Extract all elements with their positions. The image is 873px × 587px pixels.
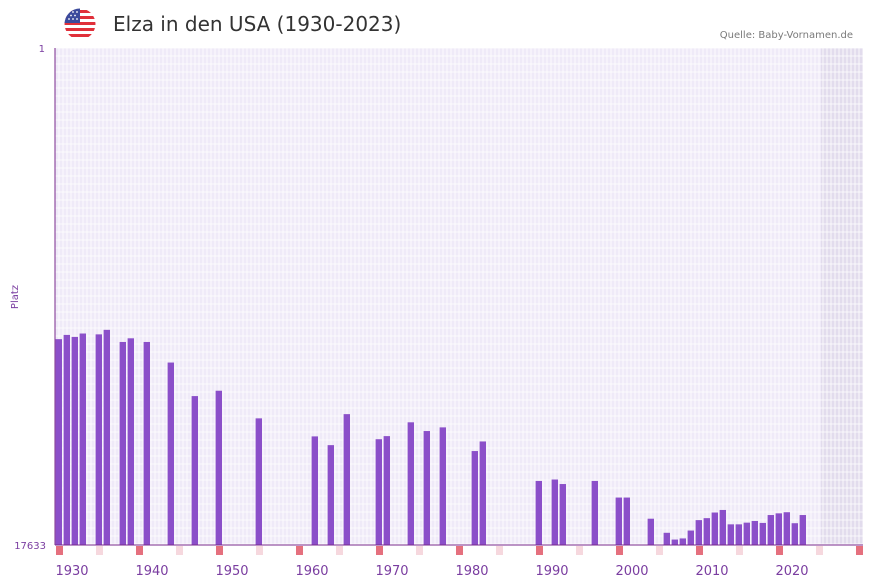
bar-1998 bbox=[615, 497, 622, 545]
bar-2007 bbox=[687, 530, 694, 545]
bar-1928 bbox=[55, 339, 62, 545]
x-tick-label: 1980 bbox=[455, 564, 488, 579]
minor-marker-1983 bbox=[496, 546, 503, 555]
bar-1948 bbox=[215, 390, 222, 545]
bar-1988 bbox=[535, 480, 542, 545]
x-tick-label: 1990 bbox=[535, 564, 568, 579]
y-axis-label: Platz bbox=[10, 285, 21, 309]
decade-marker-2018 bbox=[776, 546, 783, 555]
minor-marker-1953 bbox=[256, 546, 263, 555]
bar-2011 bbox=[719, 509, 726, 545]
decade-marker-1938 bbox=[136, 546, 143, 555]
bar-1929 bbox=[63, 334, 70, 545]
minor-marker-1943 bbox=[176, 546, 183, 555]
bar-2006 bbox=[679, 538, 686, 545]
bar-1934 bbox=[103, 329, 110, 545]
bar-1953 bbox=[255, 418, 262, 545]
decade-marker-1968 bbox=[376, 546, 383, 555]
minor-marker-2023 bbox=[816, 546, 823, 555]
bar-2005 bbox=[671, 539, 678, 545]
bar-1976 bbox=[439, 427, 446, 545]
bar-1972 bbox=[407, 422, 414, 545]
bar-1930 bbox=[71, 336, 78, 545]
x-tick-label: 1970 bbox=[375, 564, 408, 579]
bar-1945 bbox=[191, 396, 198, 545]
x-tick-label: 1940 bbox=[135, 564, 168, 579]
x-tick-label: 2020 bbox=[775, 564, 808, 579]
bar-2019 bbox=[783, 512, 790, 545]
bar-1974 bbox=[423, 431, 430, 545]
bar-2018 bbox=[775, 513, 782, 545]
bar-1942 bbox=[167, 362, 174, 545]
y-tick-label-bottom: 17633 bbox=[14, 541, 46, 552]
x-tick-label: 2010 bbox=[695, 564, 728, 579]
bar-2008 bbox=[695, 520, 702, 545]
bar-2015 bbox=[751, 520, 758, 545]
bar-2002 bbox=[647, 518, 654, 545]
bar-2016 bbox=[759, 522, 766, 545]
minor-marker-1973 bbox=[416, 546, 423, 555]
bar-1937 bbox=[127, 338, 134, 545]
decade-marker-1958 bbox=[296, 546, 303, 555]
bar-1968 bbox=[375, 439, 382, 545]
source-credit: Quelle: Baby-Vornamen.de bbox=[719, 30, 853, 41]
bar-1990 bbox=[551, 479, 558, 545]
bar-2012 bbox=[727, 524, 734, 545]
decade-marker-1948 bbox=[216, 546, 223, 555]
bar-1964 bbox=[343, 414, 350, 545]
minor-marker-2013 bbox=[736, 546, 743, 555]
decade-marker-1978 bbox=[456, 546, 463, 555]
bar-1999 bbox=[623, 497, 630, 545]
decade-marker-1998 bbox=[616, 546, 623, 555]
minor-marker-1963 bbox=[336, 546, 343, 555]
bar-1936 bbox=[119, 341, 126, 545]
bar-1960 bbox=[311, 436, 318, 545]
bar-1962 bbox=[327, 445, 334, 545]
bar-1939 bbox=[143, 341, 150, 545]
x-tick-label: 2000 bbox=[615, 564, 648, 579]
decade-marker-2008 bbox=[696, 546, 703, 555]
decade-marker-1988 bbox=[536, 546, 543, 555]
bar-1980 bbox=[471, 451, 478, 545]
bar-2014 bbox=[743, 522, 750, 545]
minor-marker-1993 bbox=[576, 546, 583, 555]
decade-marker-2028 bbox=[856, 546, 863, 555]
bar-1981 bbox=[479, 441, 486, 545]
x-tick-label: 1960 bbox=[295, 564, 328, 579]
bar-2013 bbox=[735, 524, 742, 545]
chart-title: Elza in den USA (1930-2023) bbox=[113, 12, 402, 36]
y-tick-label-top: 1 bbox=[39, 44, 45, 55]
bar-2017 bbox=[767, 515, 774, 545]
decade-marker-1928 bbox=[56, 546, 63, 555]
bar-2020 bbox=[791, 523, 798, 545]
bar-1969 bbox=[383, 436, 390, 545]
bar-1933 bbox=[95, 334, 102, 545]
bar-1995 bbox=[591, 480, 598, 545]
x-tick-label: 1950 bbox=[215, 564, 248, 579]
future-region bbox=[821, 48, 863, 545]
bar-2021 bbox=[799, 515, 806, 545]
x-tick-label: 1930 bbox=[55, 564, 88, 579]
bar-1931 bbox=[79, 333, 86, 545]
usa-flag-icon bbox=[64, 8, 96, 40]
bar-1991 bbox=[559, 484, 566, 545]
minor-marker-2003 bbox=[656, 546, 663, 555]
minor-marker-1933 bbox=[96, 546, 103, 555]
bar-2010 bbox=[711, 512, 718, 545]
bar-2009 bbox=[703, 518, 710, 545]
bar-2004 bbox=[663, 532, 670, 545]
